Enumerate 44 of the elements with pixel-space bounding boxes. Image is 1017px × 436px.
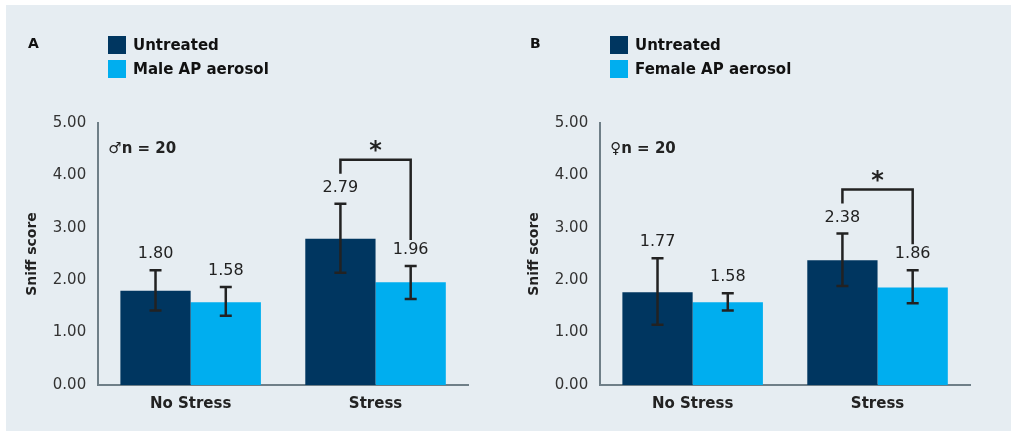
y-tick-label: 0.00 <box>554 374 589 393</box>
annotation: * <box>369 135 383 164</box>
legend-label: Male AP aerosol <box>133 60 269 78</box>
x-tick-label: No Stress <box>149 393 232 412</box>
annotation: * <box>871 165 885 194</box>
bar <box>692 302 763 385</box>
chart-title: B <box>530 35 541 51</box>
bar <box>190 302 261 385</box>
data-label: 1.58 <box>709 266 746 286</box>
bar <box>305 238 376 385</box>
data-label: 1.80 <box>137 243 174 263</box>
legend-label: Untreated <box>635 36 721 54</box>
y-tick-label: 5.00 <box>52 112 87 131</box>
legend-label: Female AP aerosol <box>635 60 792 78</box>
annotation: ♂n = 20 <box>108 139 177 158</box>
legend-label: Untreated <box>133 36 219 54</box>
data-label: 1.77 <box>639 231 676 251</box>
data-label: 2.79 <box>322 176 359 196</box>
x-tick-label: Stress <box>850 393 905 412</box>
data-label: 2.38 <box>824 206 861 226</box>
y-axis-title: Sniff score <box>525 212 542 296</box>
data-label: 1.96 <box>392 239 429 259</box>
y-tick-label: 3.00 <box>52 217 87 236</box>
y-tick-label: 2.00 <box>554 270 589 289</box>
annotation: ♀n = 20 <box>610 139 676 158</box>
bar <box>877 287 948 385</box>
x-tick-label: Stress <box>348 393 403 412</box>
y-tick-label: 3.00 <box>554 217 589 236</box>
chart-title: A <box>28 35 39 51</box>
y-tick-label: 1.00 <box>554 322 589 341</box>
y-tick-label: 0.00 <box>52 374 87 393</box>
x-tick-label: No Stress <box>651 393 734 412</box>
y-tick-label: 1.00 <box>52 322 87 341</box>
data-label: 1.86 <box>894 243 931 263</box>
bar <box>807 260 878 385</box>
y-tick-label: 4.00 <box>52 165 87 184</box>
y-tick-label: 4.00 <box>554 165 589 184</box>
y-tick-label: 2.00 <box>52 270 87 289</box>
bar <box>375 282 446 385</box>
bar <box>120 290 191 385</box>
y-axis-title: Sniff score <box>23 212 40 296</box>
data-label: 1.58 <box>207 260 244 280</box>
y-tick-label: 5.00 <box>554 112 589 131</box>
bar <box>622 292 693 385</box>
